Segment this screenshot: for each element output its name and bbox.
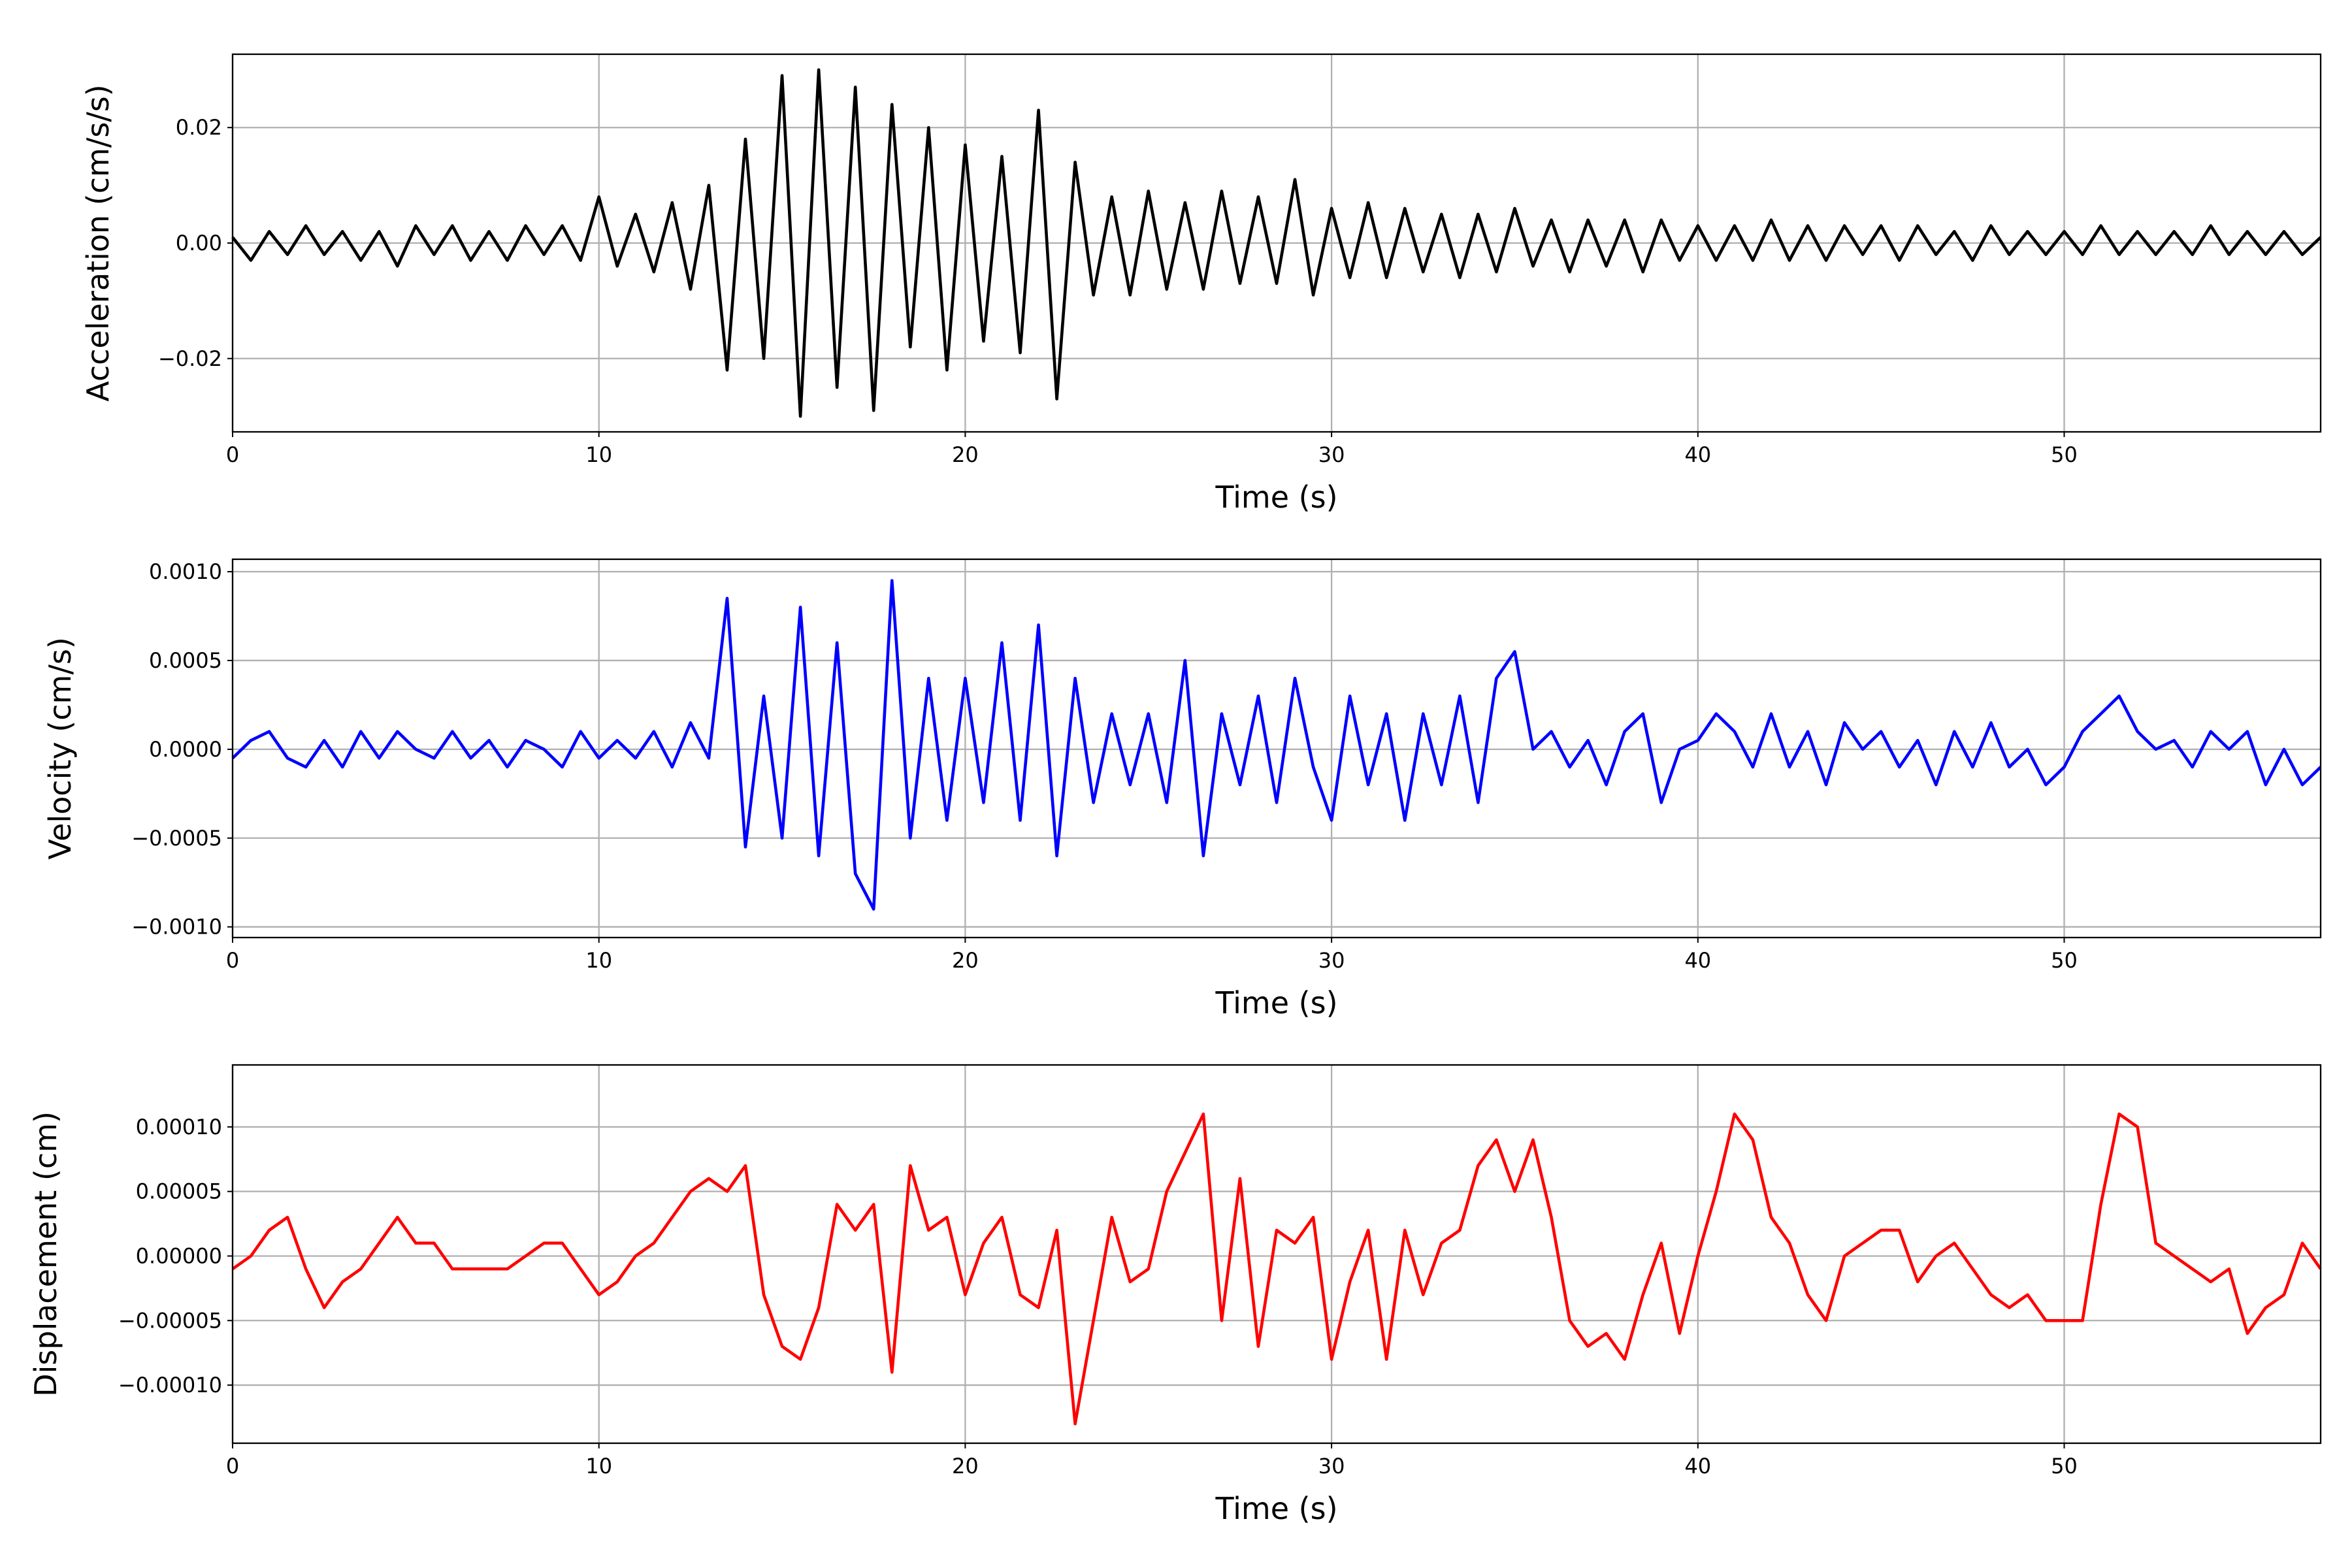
x-tick-label: 20 (952, 1454, 979, 1478)
y-tick-label: −0.0005 (131, 826, 222, 851)
y-axis-label: Acceleration (cm/s/s) (80, 84, 116, 401)
x-tick-label: 50 (2051, 442, 2078, 467)
y-axis-label: Velocity (cm/s) (42, 637, 78, 860)
x-tick-label: 0 (226, 442, 239, 467)
panel: 0 10 20 30 40 50 −0.00010 −0.00005 0.00000 0.0000… (28, 1064, 2322, 1526)
x-tick-label: 0 (226, 948, 239, 973)
x-axis-label: Time (s) (1215, 1491, 1337, 1526)
x-tick-label: 0 (226, 1454, 239, 1478)
y-axis-label: Displacement (cm) (28, 1111, 63, 1397)
x-axis-label: Time (s) (1215, 985, 1337, 1021)
axes-frame (231, 1064, 2322, 1445)
y-tick-label: 0.00 (176, 231, 222, 255)
y-tick-label: 0.00010 (136, 1115, 222, 1139)
data-line (231, 579, 2322, 911)
data-line (231, 1112, 2322, 1426)
x-tick-label: 30 (1318, 948, 1345, 973)
x-axis-label: Time (s) (1215, 480, 1337, 515)
x-tick-label: 50 (2051, 948, 2078, 973)
data-line (231, 68, 2322, 418)
y-tick-label: 0.0010 (149, 559, 222, 584)
y-tick-label: −0.0010 (131, 915, 222, 939)
y-tick-label: 0.00000 (136, 1243, 222, 1268)
panel: 0 10 20 30 40 50 −0.0010 −0.0005 0.0000 0.0005 0.0… (42, 558, 2322, 1021)
y-tick-label: −0.02 (158, 346, 222, 371)
axes-frame (231, 53, 2322, 433)
x-tick-label: 10 (585, 948, 612, 973)
x-tick-label: 40 (1684, 442, 1711, 467)
y-tick-label: 0.02 (176, 115, 222, 140)
y-tick-label: 0.0000 (149, 737, 222, 762)
x-tick-label: 30 (1318, 1454, 1345, 1478)
x-tick-label: 30 (1318, 442, 1345, 467)
x-tick-label: 10 (585, 1454, 612, 1478)
y-tick-label: 0.00005 (136, 1179, 222, 1204)
x-tick-label: 40 (1684, 948, 1711, 973)
axes-frame (231, 558, 2322, 939)
x-tick-label: 20 (952, 948, 979, 973)
panel: 0 10 20 30 40 50 −0.02 0.00 0.02 Time (s) Accelera… (80, 53, 2322, 515)
x-tick-label: 20 (952, 442, 979, 467)
x-tick-label: 50 (2051, 1454, 2078, 1478)
x-tick-label: 40 (1684, 1454, 1711, 1478)
y-tick-label: −0.00010 (118, 1373, 222, 1397)
y-tick-label: −0.00005 (118, 1308, 222, 1333)
y-tick-label: 0.0005 (149, 648, 222, 673)
x-tick-label: 10 (585, 442, 612, 467)
